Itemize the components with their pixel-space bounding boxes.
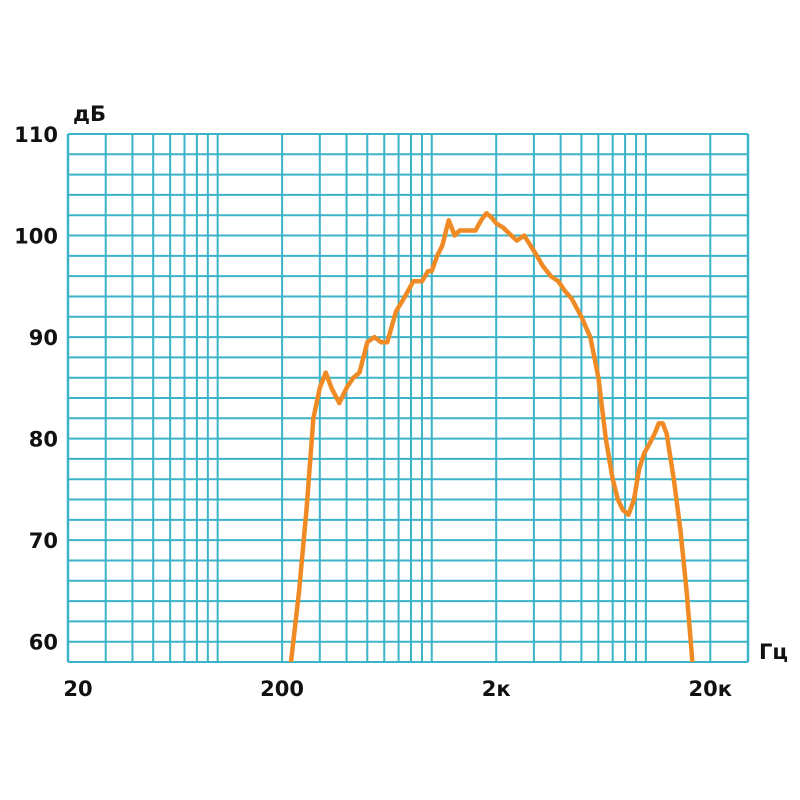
x-tick-label: 2к: [482, 677, 511, 701]
x-tick-label: 20: [63, 677, 92, 701]
y-tick-label: 90: [29, 326, 58, 350]
y-tick-label: 70: [29, 529, 58, 553]
series-line: [288, 210, 695, 662]
series-group: [288, 210, 695, 662]
y-axis-label: дБ: [73, 102, 106, 126]
y-tick-label: 110: [14, 123, 58, 147]
x-tick-labels: 20 200 2к 20к: [63, 677, 732, 701]
y-tick-label: 80: [29, 428, 58, 452]
y-tick-label: 60: [29, 631, 58, 655]
chart-grid: [66, 133, 750, 663]
x-tick-label: 200: [260, 677, 304, 701]
y-tick-labels: 60 70 80 90 100 110: [14, 123, 58, 655]
y-tick-label: 100: [14, 225, 58, 249]
x-tick-label: 20к: [689, 677, 732, 701]
x-axis-label: Гц: [759, 640, 788, 664]
